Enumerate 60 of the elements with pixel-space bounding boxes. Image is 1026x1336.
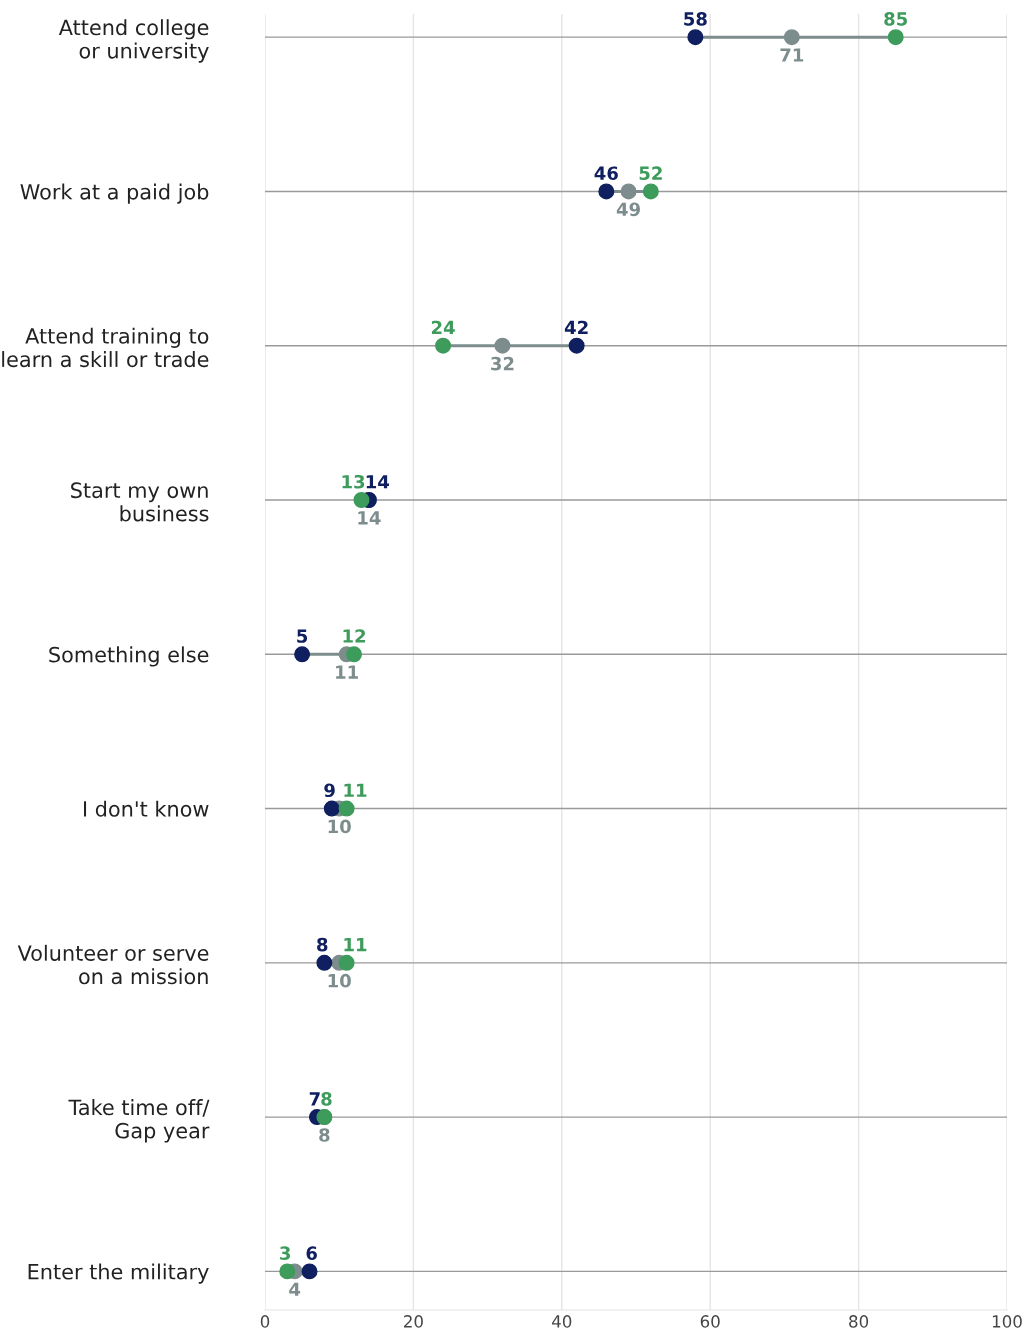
x-tick-label: 100 [992,1315,1022,1328]
point [316,954,333,971]
y-tick-label: Something else [49,646,209,667]
data-label: 11 [336,665,358,679]
data-label: 11 [344,783,367,797]
data-label: 5 [297,629,308,643]
point [620,183,637,200]
data-label: 85 [884,12,907,26]
data-label: 71 [780,48,804,62]
data-label: 8 [319,1128,330,1142]
point [642,183,659,200]
point [568,337,585,354]
y-tick-label: Take time off/ Gap year [68,1099,210,1143]
data-label: 7 [309,1092,320,1106]
data-label: 52 [639,166,662,181]
y-tick-label: Attend training to learn a skill or trade [2,327,209,368]
y-tick-label: Attend college or university [58,19,209,63]
point [323,800,340,817]
x-tick-label: 40 [552,1315,572,1328]
data-label: 4 [289,1282,301,1296]
y-tick-label: Enter the military [28,1263,209,1284]
point [279,1263,296,1280]
data-label: 14 [358,511,381,525]
point [598,183,615,200]
data-label: 8 [317,937,328,952]
data-label: 12 [343,629,366,643]
point [346,646,363,663]
x-tick-label: 80 [849,1315,869,1328]
data-label: 58 [684,12,707,26]
point [338,800,355,817]
data-label: 3 [280,1246,290,1260]
data-label: 9 [324,783,335,798]
data-label: 11 [344,937,367,952]
data-label: 13 [342,474,365,489]
point [435,337,452,354]
point [887,29,904,46]
data-label: 10 [328,973,351,988]
x-tick-label: 20 [404,1315,423,1328]
point [783,29,800,46]
data-label: 42 [564,320,588,335]
data-label: 46 [594,166,618,181]
data-label: 32 [491,356,514,371]
point [301,1263,318,1280]
y-tick-label: Work at a paid job [20,183,209,204]
x-tick-label: 0 [260,1315,270,1328]
data-label: 10 [328,819,351,834]
point [494,337,511,354]
data-label: 6 [306,1246,317,1260]
x-tick-label: 60 [700,1315,720,1328]
point [294,646,311,663]
data-label: 49 [616,202,640,217]
point [353,492,370,508]
data-label: 14 [366,475,390,489]
data-label: 24 [431,320,455,335]
data-label: 8 [321,1092,332,1106]
y-tick-label: Volunteer or serve on a mission [17,944,209,985]
point [687,29,704,46]
point [338,954,355,971]
y-tick-label: I don't know [83,800,209,817]
y-tick-label: Start my own business [71,482,209,522]
